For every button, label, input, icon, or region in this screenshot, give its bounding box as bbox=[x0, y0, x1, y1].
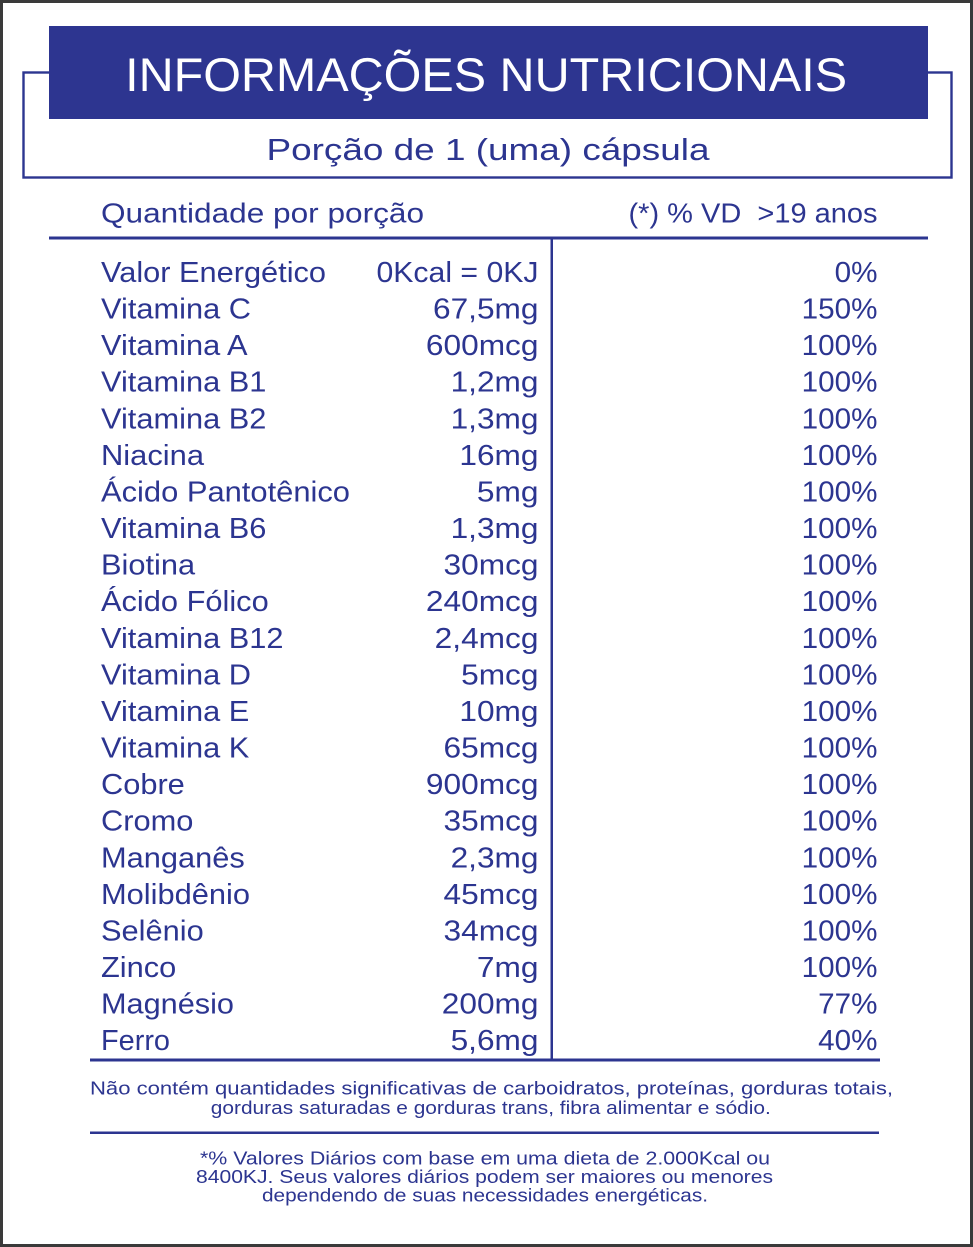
svg-text:Vitamina C: Vitamina C bbox=[101, 294, 251, 326]
svg-text:900mcg: 900mcg bbox=[426, 769, 539, 801]
svg-text:34mcg: 34mcg bbox=[444, 915, 539, 947]
svg-text:67,5mg: 67,5mg bbox=[433, 294, 539, 326]
svg-text:45mcg: 45mcg bbox=[444, 879, 539, 911]
svg-text:dependendo de suas necessidade: dependendo de suas necessidades energéti… bbox=[262, 1185, 708, 1206]
svg-text:16mg: 16mg bbox=[459, 440, 538, 472]
svg-text:Valor Energético: Valor Energético bbox=[101, 257, 326, 289]
svg-text:100%: 100% bbox=[802, 769, 878, 801]
svg-text:100%: 100% bbox=[802, 842, 878, 874]
svg-text:10mg: 10mg bbox=[459, 696, 538, 728]
svg-text:100%: 100% bbox=[802, 915, 878, 947]
svg-text:(*) % VD >19 anos: (*) % VD >19 anos bbox=[629, 198, 878, 229]
svg-text:2,4mcg: 2,4mcg bbox=[435, 623, 539, 655]
svg-text:240mcg: 240mcg bbox=[426, 586, 539, 618]
svg-text:7mg: 7mg bbox=[477, 952, 539, 984]
svg-text:Vitamina K: Vitamina K bbox=[101, 733, 249, 765]
svg-text:1,3mg: 1,3mg bbox=[451, 513, 539, 545]
svg-text:INFORMAÇÕES NUTRICIONAIS: INFORMAÇÕES NUTRICIONAIS bbox=[125, 48, 847, 101]
svg-text:100%: 100% bbox=[802, 879, 878, 911]
svg-text:1,2mg: 1,2mg bbox=[451, 367, 539, 399]
svg-text:100%: 100% bbox=[802, 477, 878, 509]
svg-text:1,3mg: 1,3mg bbox=[451, 403, 539, 435]
svg-text:100%: 100% bbox=[802, 696, 878, 728]
svg-text:Quantidade por porção: Quantidade por porção bbox=[101, 198, 424, 229]
svg-text:100%: 100% bbox=[802, 733, 878, 765]
svg-text:Vitamina B1: Vitamina B1 bbox=[101, 367, 266, 399]
svg-text:Vitamina A: Vitamina A bbox=[101, 330, 248, 362]
svg-text:Porção de 1 (uma) cápsula: Porção de 1 (uma) cápsula bbox=[267, 132, 711, 167]
svg-text:100%: 100% bbox=[802, 550, 878, 582]
svg-text:30mcg: 30mcg bbox=[444, 550, 539, 582]
svg-text:100%: 100% bbox=[802, 513, 878, 545]
svg-text:100%: 100% bbox=[802, 586, 878, 618]
svg-text:Vitamina B2: Vitamina B2 bbox=[101, 403, 266, 435]
svg-text:Molibdênio: Molibdênio bbox=[101, 879, 250, 911]
svg-text:*% Valores Diários com base em: *% Valores Diários com base em uma dieta… bbox=[200, 1148, 770, 1169]
svg-text:Não contém quantidades signifi: Não contém quantidades significativas de… bbox=[90, 1079, 893, 1100]
svg-text:8400KJ. Seus valores diários p: 8400KJ. Seus valores diários podem ser m… bbox=[196, 1167, 773, 1188]
svg-text:Magnésio: Magnésio bbox=[101, 989, 234, 1021]
svg-text:Ferro: Ferro bbox=[101, 1025, 170, 1057]
svg-text:40%: 40% bbox=[818, 1025, 877, 1057]
svg-text:Biotina: Biotina bbox=[101, 550, 195, 582]
svg-text:Vitamina B6: Vitamina B6 bbox=[101, 513, 266, 545]
svg-text:100%: 100% bbox=[802, 952, 878, 984]
svg-text:Cobre: Cobre bbox=[101, 769, 185, 801]
svg-text:200mg: 200mg bbox=[442, 989, 539, 1021]
svg-text:Ácido Fólico: Ácido Fólico bbox=[101, 586, 269, 618]
svg-text:Vitamina E: Vitamina E bbox=[101, 696, 249, 728]
svg-text:Manganês: Manganês bbox=[101, 842, 245, 874]
svg-text:Vitamina D: Vitamina D bbox=[101, 659, 251, 691]
svg-text:Cromo: Cromo bbox=[101, 806, 193, 838]
svg-text:150%: 150% bbox=[802, 294, 878, 326]
svg-text:100%: 100% bbox=[802, 330, 878, 362]
svg-text:100%: 100% bbox=[802, 440, 878, 472]
svg-text:100%: 100% bbox=[802, 659, 878, 691]
svg-text:100%: 100% bbox=[802, 403, 878, 435]
svg-text:600mcg: 600mcg bbox=[426, 330, 539, 362]
svg-text:gorduras saturadas e gorduras: gorduras saturadas e gorduras trans, fib… bbox=[211, 1098, 771, 1119]
svg-text:5mg: 5mg bbox=[477, 477, 539, 509]
svg-text:Selênio: Selênio bbox=[101, 915, 204, 947]
svg-text:5,6mg: 5,6mg bbox=[451, 1025, 539, 1057]
svg-text:100%: 100% bbox=[802, 367, 878, 399]
svg-text:Niacina: Niacina bbox=[101, 440, 204, 472]
svg-text:Vitamina B12: Vitamina B12 bbox=[101, 623, 284, 655]
svg-text:77%: 77% bbox=[818, 989, 877, 1021]
svg-text:Zinco: Zinco bbox=[101, 952, 176, 984]
svg-text:100%: 100% bbox=[802, 623, 878, 655]
svg-text:0%: 0% bbox=[835, 257, 878, 289]
svg-text:2,3mg: 2,3mg bbox=[451, 842, 539, 874]
svg-text:0Kcal = 0KJ: 0Kcal = 0KJ bbox=[377, 257, 539, 289]
svg-text:100%: 100% bbox=[802, 806, 878, 838]
svg-text:Ácido Pantotênico: Ácido Pantotênico bbox=[101, 477, 350, 509]
svg-text:5mcg: 5mcg bbox=[461, 659, 538, 691]
svg-text:65mcg: 65mcg bbox=[444, 733, 539, 765]
svg-text:35mcg: 35mcg bbox=[444, 806, 539, 838]
